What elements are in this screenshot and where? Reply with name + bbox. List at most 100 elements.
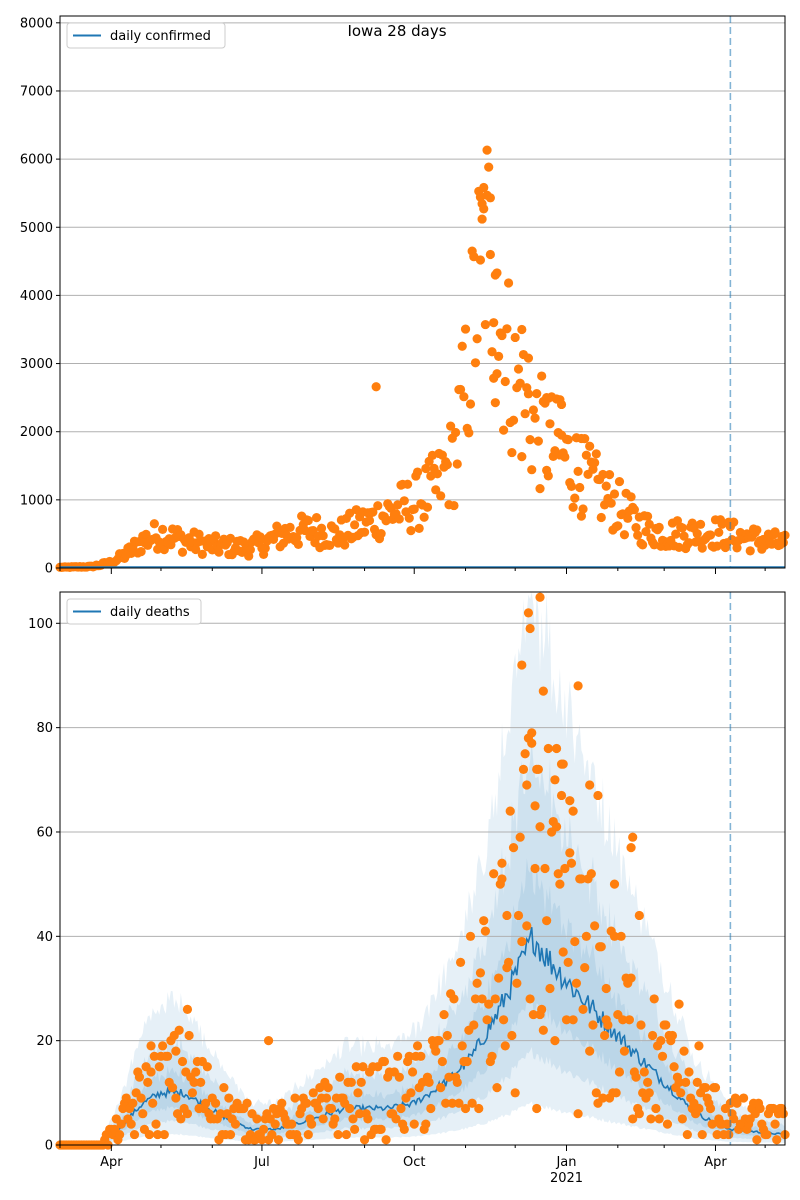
deaths-point	[694, 1103, 704, 1114]
deaths-point	[407, 1067, 418, 1077]
deaths-point	[518, 764, 529, 774]
deaths-point	[566, 858, 577, 868]
deaths-point	[573, 1109, 583, 1119]
p1-y-tick-label: 1000	[20, 493, 53, 508]
deaths-point	[277, 1098, 287, 1108]
deaths-point	[593, 790, 603, 801]
confirmed-point	[136, 547, 146, 557]
confirmed-point	[705, 530, 716, 540]
deaths-point	[303, 1129, 313, 1140]
confirmed-point	[778, 538, 788, 548]
confirmed-point	[451, 427, 461, 438]
deaths-point	[176, 1114, 186, 1124]
p2-x-tick-label: Jul	[253, 1155, 270, 1170]
confirmed-point	[517, 452, 527, 462]
confirmed-point	[631, 523, 641, 533]
deaths-point	[210, 1098, 221, 1108]
confirmed-point	[500, 376, 510, 387]
deaths-point	[302, 1098, 312, 1108]
deaths-point	[477, 994, 487, 1004]
deaths-point	[363, 1114, 373, 1124]
confirmed-point	[641, 527, 651, 537]
deaths-point	[762, 1129, 772, 1140]
confirmed-point	[532, 389, 542, 399]
deaths-point	[585, 780, 595, 790]
deaths-point	[391, 1114, 401, 1124]
deaths-point	[358, 1062, 368, 1072]
confirmed-point	[414, 523, 424, 534]
deaths-point	[507, 1030, 517, 1041]
confirmed-point	[563, 435, 573, 445]
p2-y-tick-label: 0	[45, 1139, 53, 1154]
confirmed-point	[503, 278, 514, 288]
deaths-point	[505, 806, 515, 816]
confirmed-point	[654, 522, 664, 532]
p1-y-tick-label: 6000	[20, 153, 53, 168]
deaths-point	[341, 1129, 351, 1140]
confirmed-point	[590, 458, 600, 468]
deaths-point	[497, 874, 507, 884]
deaths-point	[376, 1124, 386, 1134]
confirmed-legend: daily confirmed	[66, 22, 226, 49]
confirmed-point	[601, 481, 611, 491]
confirmed-plot-frame	[59, 15, 786, 569]
confirmed-point	[752, 525, 762, 535]
deaths-point	[393, 1051, 403, 1061]
confirmed-point	[482, 190, 492, 200]
deaths-point	[508, 843, 519, 853]
deaths-point	[252, 1114, 262, 1124]
p2-x-tick-label: Apr	[100, 1155, 123, 1170]
confirmed-point	[318, 531, 328, 541]
confirmed-point	[452, 459, 462, 469]
deaths-point	[550, 1036, 560, 1046]
deaths-point	[202, 1062, 212, 1072]
p2-x-tick-label: Jan	[555, 1155, 576, 1170]
deaths-point	[270, 1119, 280, 1129]
deaths-point	[565, 848, 575, 858]
deaths-point	[705, 1103, 716, 1114]
deaths-point	[527, 738, 537, 748]
deaths-point	[490, 994, 500, 1004]
confirmed-point	[399, 496, 409, 506]
deaths-point	[677, 1114, 687, 1124]
deaths-point	[350, 1124, 360, 1134]
deaths-point	[571, 978, 582, 988]
deaths-point	[224, 1093, 234, 1103]
confirmed-point	[479, 182, 489, 193]
confirmed-point	[510, 332, 520, 343]
deaths-point	[348, 1114, 358, 1124]
confirmed-point	[492, 369, 502, 379]
deaths-bands	[60, 592, 785, 1145]
deaths-point	[409, 1119, 419, 1129]
deaths-point	[129, 1129, 140, 1140]
deaths-point	[601, 1015, 611, 1025]
confirmed-point	[576, 433, 587, 444]
confirmed-point	[394, 514, 404, 524]
confirmed-point	[479, 204, 489, 214]
p2-y-tick-label: 60	[36, 825, 53, 840]
deaths-point	[475, 968, 486, 978]
deaths-point	[138, 1109, 148, 1119]
deaths-point	[628, 832, 638, 842]
deaths-point	[136, 1093, 146, 1103]
deaths-point	[482, 1015, 492, 1025]
confirmed-point	[671, 529, 681, 539]
confirmed-point	[578, 504, 588, 514]
deaths-point	[144, 1129, 154, 1140]
confirmed-point	[585, 441, 595, 451]
deaths-point	[644, 1088, 654, 1098]
deaths-point	[590, 921, 600, 931]
deaths-point	[465, 931, 476, 941]
confirmed-point	[197, 549, 207, 559]
confirmed-point	[459, 392, 469, 402]
deaths-point	[399, 1124, 409, 1134]
confirmed-point	[494, 351, 504, 361]
confirmed-point	[465, 399, 476, 409]
confirmed-point	[325, 540, 335, 550]
confirmed-point	[340, 540, 350, 550]
deaths-point	[631, 1072, 641, 1082]
confirmed-point	[499, 425, 509, 435]
deaths-point	[636, 1020, 646, 1030]
confirmed-point	[502, 324, 512, 334]
